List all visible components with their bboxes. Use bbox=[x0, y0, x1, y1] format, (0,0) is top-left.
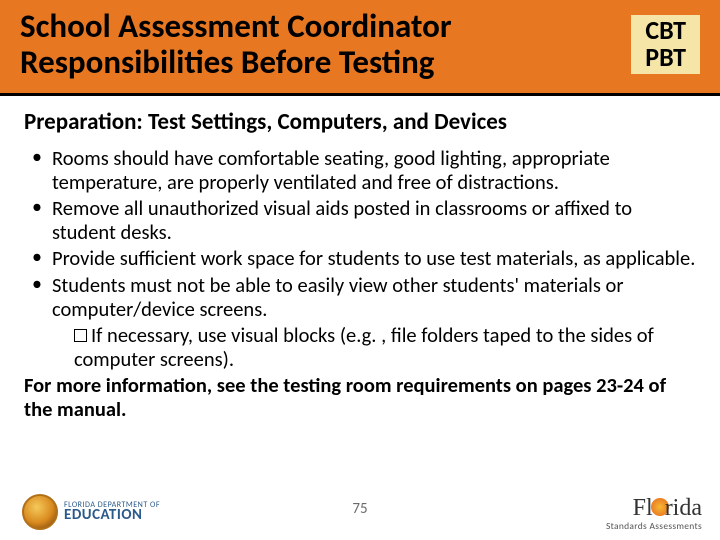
more-info-text: For more information, see the testing ro… bbox=[24, 373, 696, 421]
badge-pbt: PBT bbox=[645, 44, 686, 71]
fldoe-logo: FLORIDA DEPARTMENT OF EDUCATION bbox=[22, 494, 160, 530]
fldoe-text: FLORIDA DEPARTMENT OF EDUCATION bbox=[64, 502, 160, 523]
section-subtitle: Preparation: Test Settings, Computers, a… bbox=[24, 108, 696, 136]
sub-bullet-text: If necessary, use visual blocks (e.g. , … bbox=[74, 322, 654, 372]
list-item: Provide sufficient work space for studen… bbox=[24, 246, 696, 270]
florida-wordmark: Flrida bbox=[606, 495, 702, 522]
list-item: Students must not be able to easily view… bbox=[24, 273, 696, 321]
state-seal-icon bbox=[22, 494, 58, 530]
page-number: 75 bbox=[352, 500, 367, 518]
list-item: Remove all unauthorized visual aids post… bbox=[24, 196, 696, 244]
slide-footer: FLORIDA DEPARTMENT OF EDUCATION 75 Flrid… bbox=[0, 488, 720, 534]
badge-cbt: CBT bbox=[645, 17, 686, 44]
sub-bullet: If necessary, use visual blocks (e.g. , … bbox=[24, 323, 696, 371]
sun-icon bbox=[651, 498, 669, 516]
fldoe-big: EDUCATION bbox=[64, 509, 160, 523]
florida-sa-logo: Flrida Standards Assessments bbox=[606, 495, 702, 532]
bullet-list: Rooms should have comfortable seating, g… bbox=[24, 146, 696, 321]
list-item: Rooms should have comfortable seating, g… bbox=[24, 146, 696, 194]
slide-header: School Assessment Coordinator Responsibi… bbox=[0, 0, 720, 96]
checkbox-glyph bbox=[74, 329, 87, 342]
slide-title: School Assessment Coordinator Responsibi… bbox=[20, 8, 613, 81]
slide-content: Preparation: Test Settings, Computers, a… bbox=[0, 96, 720, 422]
test-mode-badge: CBT PBT bbox=[631, 15, 700, 74]
